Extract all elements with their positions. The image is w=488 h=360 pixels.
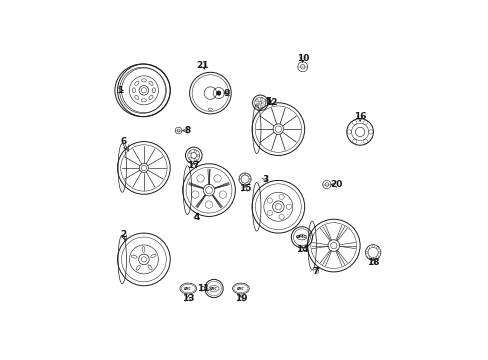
Text: 2: 2 [120,230,126,239]
Text: 8: 8 [184,126,190,135]
Text: 3: 3 [262,175,268,184]
Text: 15: 15 [238,184,251,193]
Text: 20: 20 [329,180,342,189]
Text: 14: 14 [295,245,307,254]
Text: GMC: GMC [237,287,244,291]
Text: 16: 16 [353,112,366,121]
Text: 11: 11 [197,284,209,293]
Text: GMC: GMC [184,287,192,291]
Text: 1: 1 [117,86,122,95]
Text: 12: 12 [265,98,277,107]
Text: 10: 10 [296,54,308,63]
Text: 21: 21 [196,61,209,70]
Text: 19: 19 [234,294,247,303]
Text: GMC: GMC [210,287,218,291]
Text: 5: 5 [265,97,271,106]
Text: 18: 18 [366,258,379,267]
Text: 6: 6 [120,137,126,146]
Text: 17: 17 [187,161,200,170]
Text: GMC: GMC [296,235,307,239]
Text: 13: 13 [182,294,194,303]
Text: 4: 4 [193,213,199,222]
Text: 9: 9 [224,89,230,98]
Circle shape [216,91,221,95]
Text: 7: 7 [312,267,318,276]
